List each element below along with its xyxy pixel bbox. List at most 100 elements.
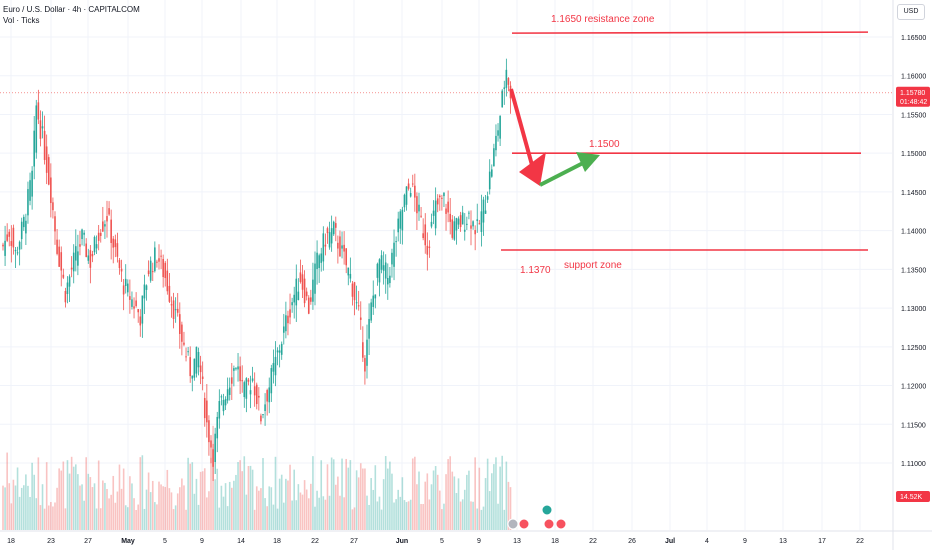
price-axis-tick: 1.13500 [901,267,926,274]
volume-bar [187,457,189,530]
candle-body [243,382,246,398]
us-flag-icon[interactable] [518,518,530,530]
volume-bar [466,474,468,530]
volume-bar [108,498,110,530]
currency-button[interactable]: USD [897,4,925,20]
candle-body [56,239,58,254]
volume-bar [368,504,370,530]
volume-bar [8,483,11,530]
lightning-icon[interactable] [507,518,519,530]
price-axis-tick: 1.16500 [901,35,926,42]
volume-bar [33,474,35,530]
candle-body [35,105,38,153]
candle-body [235,368,237,370]
candle-body [343,244,345,252]
volume-bar [320,460,323,530]
candle-body [14,249,17,252]
volume-bar [436,474,439,530]
volume-bar [376,501,379,530]
candle-body [453,221,456,240]
time-axis-tick: 22 [589,538,597,545]
volume-bar [362,468,364,530]
candle-body [503,87,506,89]
candle-body [451,219,454,238]
candle-body [102,221,104,232]
candle-body [432,210,435,216]
candle-body [295,278,298,306]
candle-body [141,295,144,324]
volume-tag-value: 14.52K [900,494,923,501]
volume-tag [896,491,930,502]
candle-body [268,387,271,403]
candle-body [428,246,431,248]
volume-bar [414,456,416,530]
volume-bar [370,478,372,530]
candle-body [251,378,254,381]
candle-body [430,221,433,227]
resistance-line[interactable] [511,31,869,34]
volume-bar [131,483,133,530]
candle-body [129,296,131,300]
volume-bar [451,471,454,530]
volume-bar [176,493,179,530]
candle-body [191,375,194,379]
price-axis-tick: 1.14500 [901,190,926,197]
candle-body [468,212,470,214]
volume-bar [270,487,273,530]
volume-bar [218,507,221,530]
volume-bar [124,505,127,530]
volume-bar [203,468,206,530]
candle-body [70,267,73,270]
volume-bar [318,497,320,530]
volume-bar [509,487,512,530]
candle-body [266,390,268,402]
price-axis-tick: 1.12000 [901,384,926,391]
volume-bar [326,464,329,530]
volume-bar [491,473,493,530]
candle-body [10,241,13,246]
candle-body [81,229,83,240]
candle-body [395,241,397,243]
volume-bar [324,499,327,530]
volume-bar [287,480,289,530]
volume-bar [432,470,435,530]
volume-bar [266,506,268,530]
candle-body [183,342,185,345]
candle-body [345,248,347,266]
us-flag-icon[interactable] [555,518,567,530]
candle-body [106,216,108,222]
volume-bar [468,470,470,530]
candle-body [224,399,227,406]
candle-body [176,308,179,313]
support-price-label: 1.1370 [520,265,551,276]
up-arrow-head [576,152,600,172]
volume-bar [332,459,335,530]
volume-indicator-label[interactable]: Vol · Ticks [3,16,40,25]
us-flag-icon[interactable] [543,518,555,530]
volume-bar [505,461,508,530]
price-axis-tick: 1.15500 [901,112,926,119]
price-axis-tick: 1.13000 [901,306,926,313]
candle-body [8,231,11,237]
volume-bar [89,477,92,530]
time-axis-tick: 4 [705,538,709,545]
candle-body [172,300,175,320]
candle-body [439,195,441,198]
volume-bar [403,500,406,530]
volume-bar [297,484,300,530]
volume-bar [335,484,337,530]
candle-body [239,366,241,382]
candle-body [258,395,260,398]
candle-body [20,221,23,240]
symbol-title[interactable]: Euro / U.S. Dollar · 4h · CAPITALCOM [3,5,140,14]
candle-body [29,180,31,201]
time-axis-tick: 13 [513,538,521,545]
candle-body [77,251,79,266]
candle-body [391,252,393,265]
earnings-dot-icon[interactable] [541,504,553,516]
volume-bar [112,475,115,530]
time-axis-tick: 23 [47,538,55,545]
candle-body [326,228,329,234]
